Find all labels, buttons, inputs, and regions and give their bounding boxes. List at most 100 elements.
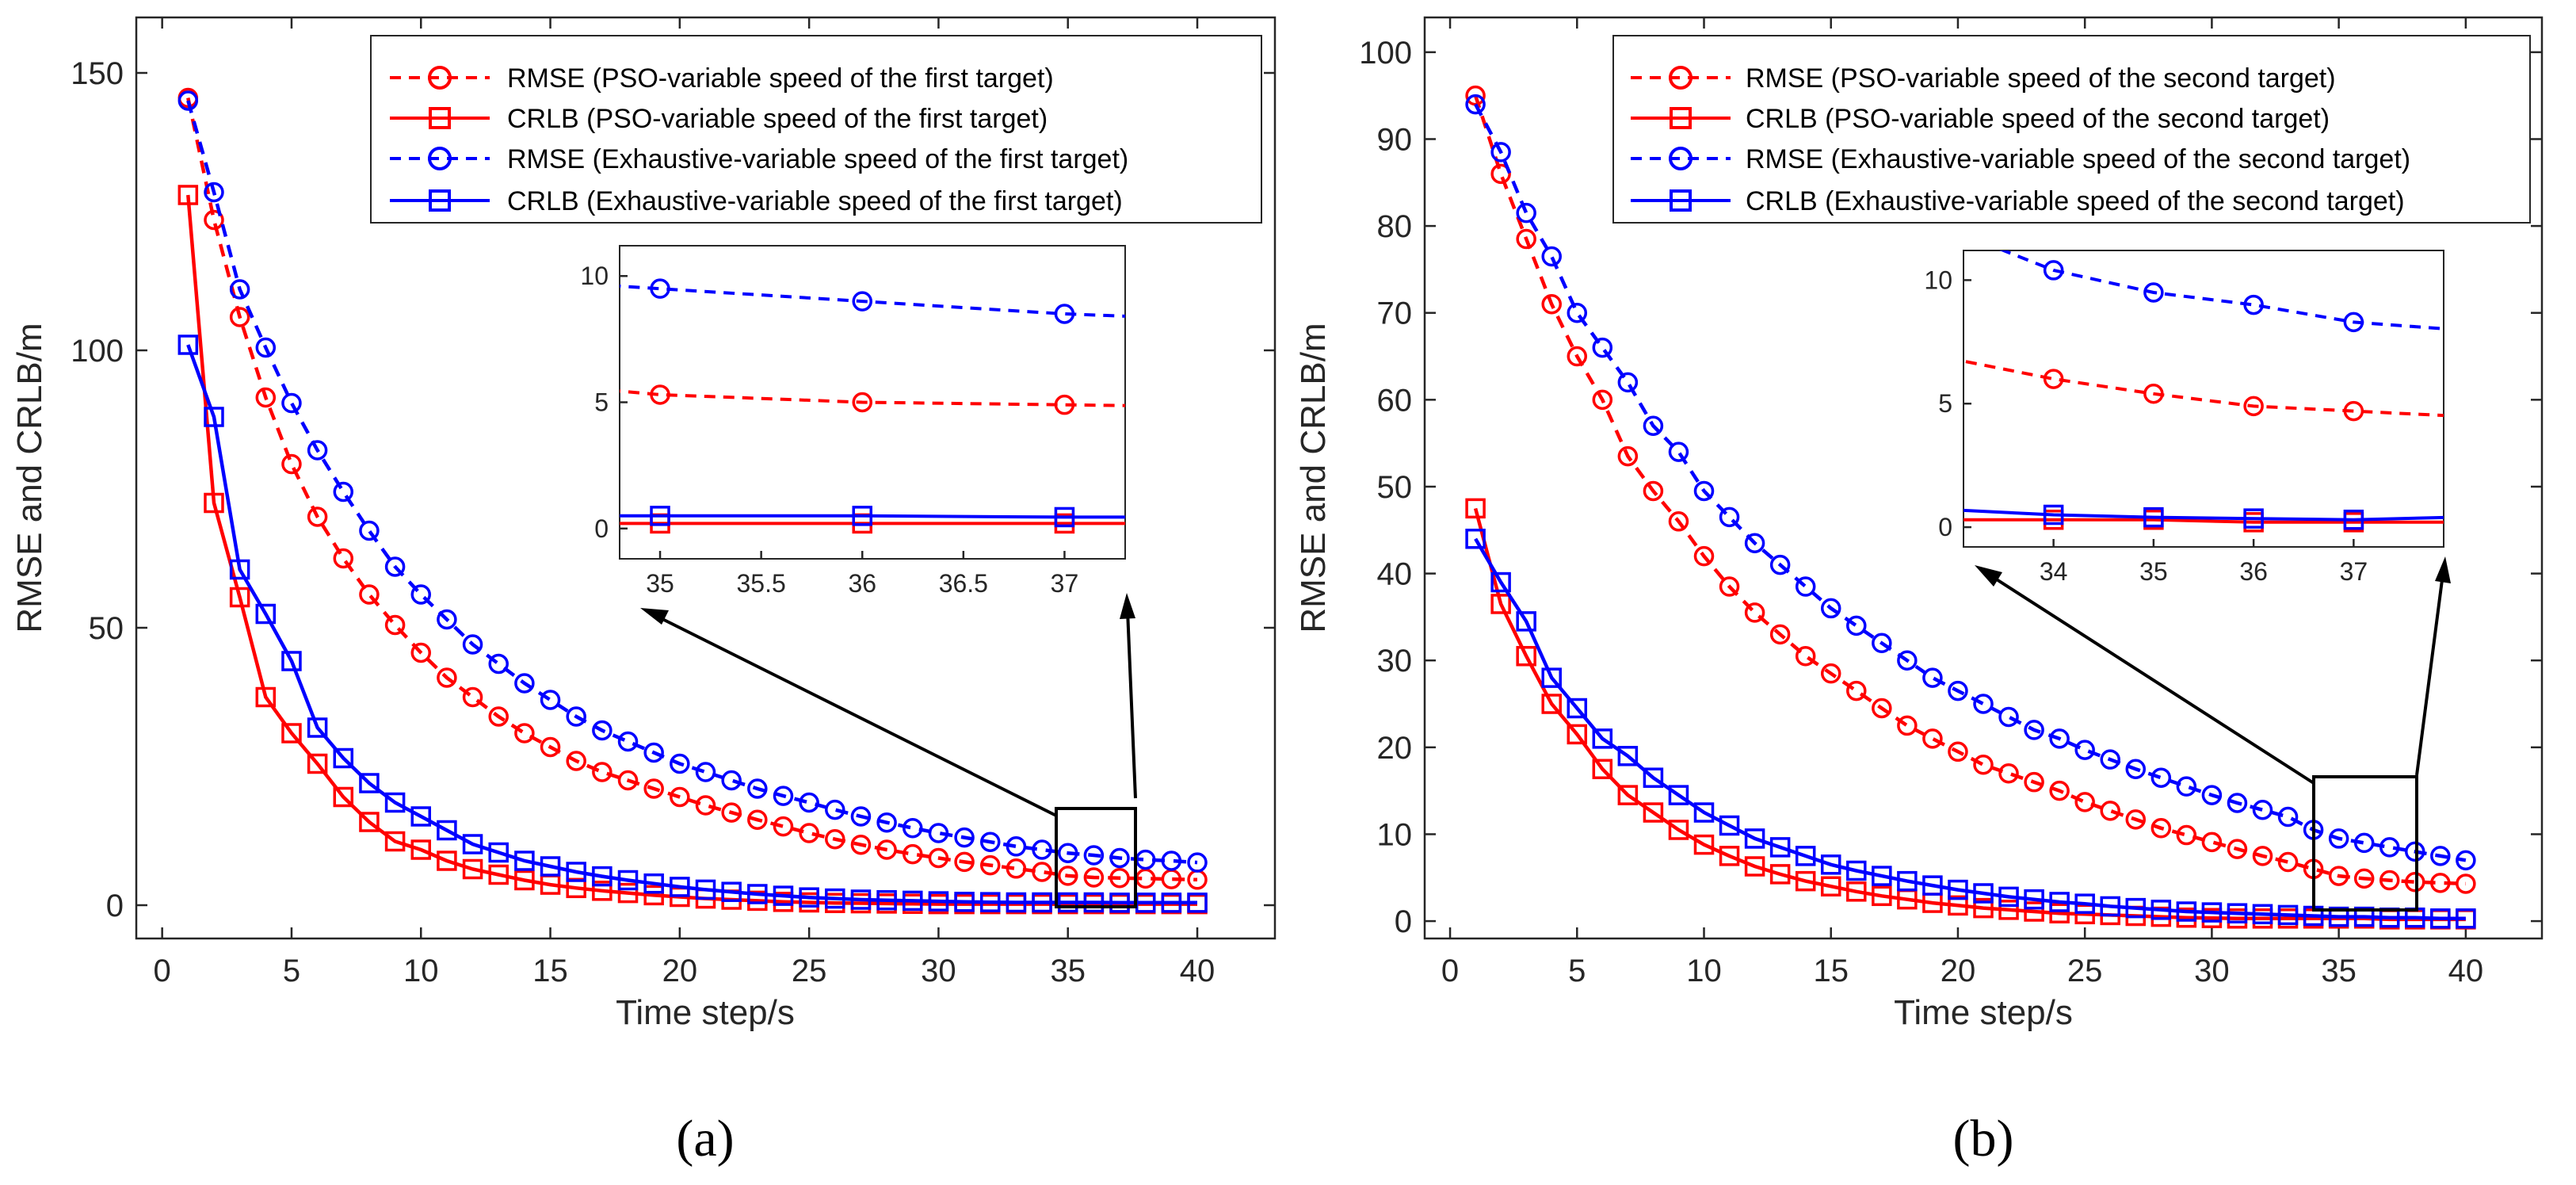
x-axis-label: Time step/s [1894,993,2073,1032]
data-point-circle [1032,862,1052,882]
zoom-region-box [1055,807,1137,908]
data-point-square [1109,893,1130,913]
data-point-circle [876,839,897,860]
data-point-circle [437,667,457,688]
x-tick-label: 25 [792,954,827,988]
data-point-square [1617,746,1639,766]
data-point-square [825,888,845,909]
data-point-circle [2353,868,2375,889]
data-point-square [1516,611,1536,632]
data-point-circle [462,686,483,708]
data-point-circle [566,751,586,771]
data-point-circle [1948,741,1968,763]
data-point-square [1490,571,1511,593]
zoom-arrow [654,614,1057,817]
series-layer [1465,85,2476,930]
data-point-circle [2176,776,2197,797]
data-point-circle [2024,771,2044,793]
legend-label: RMSE (Exhaustive-variable speed of the s… [1746,144,2410,174]
data-point-circle [1846,615,1867,636]
data-point-square [592,866,613,887]
data-point-circle [747,778,768,799]
legend-label: RMSE (Exhaustive-variable speed of the f… [507,144,1128,174]
data-point-square [177,185,199,205]
inset-series-line [1963,508,2444,522]
data-point-square [773,885,794,906]
data-point-circle [2150,767,2172,788]
y-tick-label: 10 [1377,817,1413,852]
data-point-circle [1769,624,1791,645]
data-point-square [1719,815,1740,836]
data-point-circle [852,291,872,312]
inset-x-tick-label: 37 [2340,557,2368,586]
data-point-circle [903,817,923,839]
data-point-square [2150,900,2172,920]
data-point-circle [721,802,742,823]
data-point-circle [177,90,199,111]
data-point-square [1541,667,1562,688]
data-point-circle [2328,866,2349,886]
data-point-circle [2125,759,2147,779]
data-point-circle [2405,871,2425,893]
data-point-square [1998,886,2019,908]
data-point-square [1083,892,1105,913]
data-point-circle [333,481,354,503]
data-point-circle [928,823,949,843]
data-point-square [2043,504,2064,526]
y-tick-label: 0 [106,889,124,923]
data-point-square [359,773,380,793]
data-point-square [1973,883,1994,904]
zoom-arrow-head [640,608,669,625]
data-point-circle [359,584,380,605]
data-point-square [799,887,819,908]
x-tick-label: 40 [1180,954,1215,988]
data-point-circle [1083,867,1105,888]
data-point-square [359,812,380,832]
data-point-square [2430,908,2451,929]
data-point-circle [1161,851,1182,871]
data-point-circle [1744,602,1765,623]
inset-series-line [1999,250,2444,331]
y-tick-label: 0 [1395,904,1412,939]
inset-y-tick-label: 10 [1924,266,1952,294]
inset-x-tick-label: 35 [2139,557,2168,586]
data-point-square [850,889,872,910]
data-point-circle [1948,680,1968,701]
data-point-circle [2252,846,2273,866]
data-point-square [307,717,328,738]
data-point-circle [2143,282,2164,303]
data-point-circle [695,762,716,782]
series-line [186,100,1198,865]
data-point-square [437,851,457,871]
inset-series-layer [1963,250,2444,533]
data-point-circle [410,584,431,605]
data-point-circle [566,706,586,727]
legend-marker [428,147,452,170]
inset-series [1963,359,2444,422]
data-point-circle [2405,841,2425,862]
data-point-circle [1922,667,1943,688]
data-point-square [2049,903,2070,923]
data-point-square [1054,506,1075,528]
data-point-circle [384,556,406,577]
data-point-square [1032,892,1052,913]
data-point-square [488,864,509,885]
data-point-circle [1006,858,1027,879]
data-point-square [204,492,224,514]
data-point-circle [2201,831,2223,853]
inset-y-tick-label: 0 [1938,513,1952,541]
data-point-square [204,407,224,427]
data-point-circle [592,762,613,782]
inset-y-tick-label: 0 [594,514,609,543]
data-point-circle [2456,850,2476,871]
legend-entry: CRLB (Exhaustive-variable speed of the f… [390,186,1123,216]
data-point-circle [695,795,716,816]
data-point-circle [204,182,224,203]
data-point-square [2201,902,2223,923]
data-point-circle [540,736,561,758]
data-point-circle [852,392,872,413]
data-point-circle [903,843,923,865]
data-point-circle [1820,663,1841,684]
data-point-square [1769,864,1791,885]
